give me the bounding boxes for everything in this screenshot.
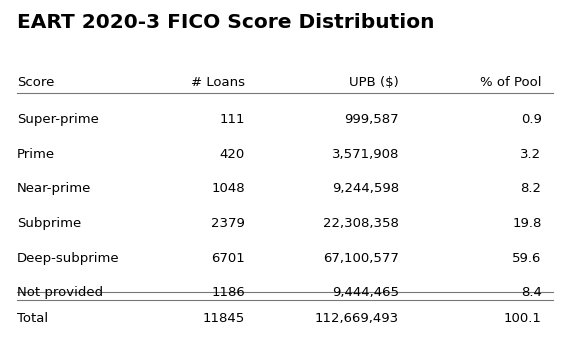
Text: 11845: 11845 xyxy=(203,312,245,325)
Text: 100.1: 100.1 xyxy=(504,312,542,325)
Text: 1186: 1186 xyxy=(211,286,245,300)
Text: 8.4: 8.4 xyxy=(520,286,541,300)
Text: 3.2: 3.2 xyxy=(520,148,541,161)
Text: 6701: 6701 xyxy=(211,252,245,265)
Text: 9,244,598: 9,244,598 xyxy=(332,182,399,195)
Text: 59.6: 59.6 xyxy=(512,252,542,265)
Text: Near-prime: Near-prime xyxy=(17,182,91,195)
Text: 1048: 1048 xyxy=(211,182,245,195)
Text: 3,571,908: 3,571,908 xyxy=(332,148,399,161)
Text: Total: Total xyxy=(17,312,48,325)
Text: 8.2: 8.2 xyxy=(520,182,541,195)
Text: UPB ($): UPB ($) xyxy=(349,76,399,89)
Text: 19.8: 19.8 xyxy=(512,217,542,230)
Text: 22,308,358: 22,308,358 xyxy=(323,217,399,230)
Text: % of Pool: % of Pool xyxy=(480,76,542,89)
Text: # Loans: # Loans xyxy=(191,76,245,89)
Text: EART 2020-3 FICO Score Distribution: EART 2020-3 FICO Score Distribution xyxy=(17,13,434,32)
Text: 2379: 2379 xyxy=(211,217,245,230)
Text: Not provided: Not provided xyxy=(17,286,103,300)
Text: 111: 111 xyxy=(219,113,245,126)
Text: 999,587: 999,587 xyxy=(344,113,399,126)
Text: 0.9: 0.9 xyxy=(520,113,541,126)
Text: 9,444,465: 9,444,465 xyxy=(332,286,399,300)
Text: 67,100,577: 67,100,577 xyxy=(323,252,399,265)
Text: Score: Score xyxy=(17,76,55,89)
Text: Subprime: Subprime xyxy=(17,217,82,230)
Text: Prime: Prime xyxy=(17,148,55,161)
Text: 420: 420 xyxy=(220,148,245,161)
Text: 112,669,493: 112,669,493 xyxy=(315,312,399,325)
Text: Super-prime: Super-prime xyxy=(17,113,99,126)
Text: Deep-subprime: Deep-subprime xyxy=(17,252,120,265)
